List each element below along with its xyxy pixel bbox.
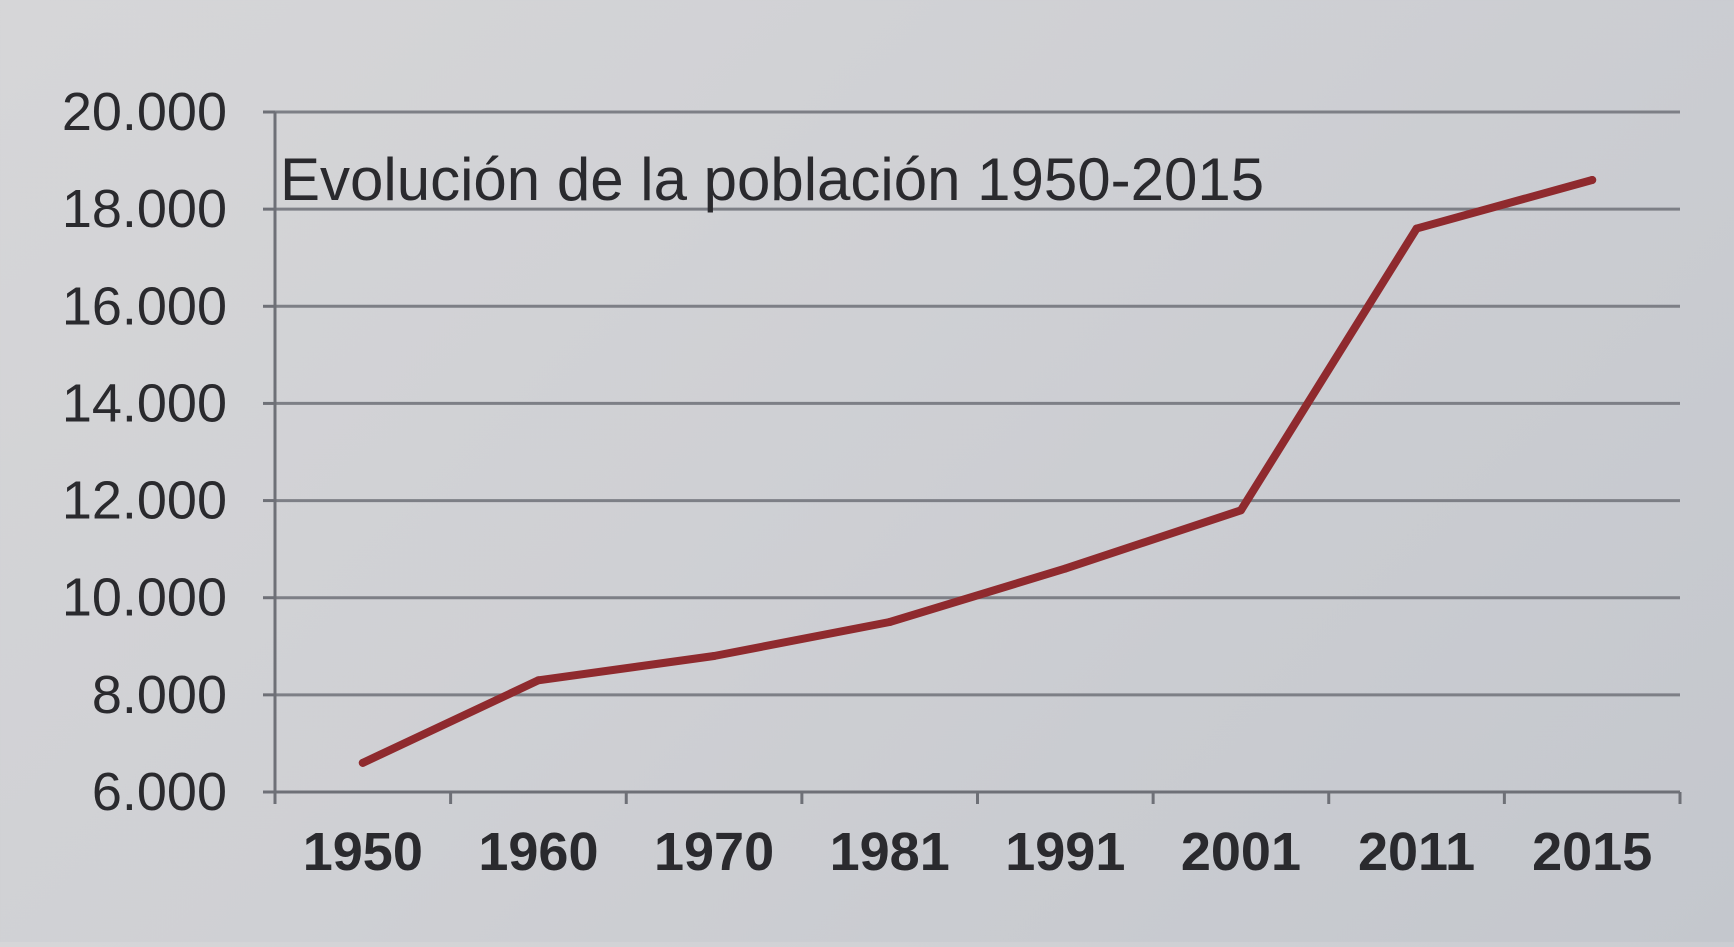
x-tick-label: 2015 xyxy=(1532,822,1652,882)
x-axis-tick-labels: 1950 1960 1970 1981 1991 2001 2011 2015 xyxy=(303,822,1653,882)
data-point xyxy=(710,652,719,660)
x-tick-label: 1981 xyxy=(830,822,950,882)
y-tick-label: 10.000 xyxy=(62,568,227,628)
data-point xyxy=(534,676,543,685)
series-line xyxy=(358,176,1597,767)
y-tick-label: 20.000 xyxy=(62,82,227,142)
axes xyxy=(263,110,1682,804)
y-tick-label: 6.000 xyxy=(92,762,227,822)
x-tick-label: 2011 xyxy=(1358,822,1475,882)
gridlines xyxy=(275,110,1680,697)
x-tick-label: 1960 xyxy=(478,822,598,882)
data-point xyxy=(1412,224,1421,233)
y-tick-label: 18.000 xyxy=(62,179,227,239)
data-point xyxy=(1236,506,1245,515)
data-point xyxy=(358,758,367,767)
chart-title: Evolución de la población 1950-2015 xyxy=(280,146,1264,213)
y-tick-label: 8.000 xyxy=(92,665,227,725)
data-point xyxy=(1588,176,1597,184)
x-tick-label: 1950 xyxy=(303,822,423,882)
y-tick-label: 16.000 xyxy=(62,276,227,336)
y-axis-tick-labels: 6.000 8.000 10.000 12.000 14.000 16.000 18.000… xyxy=(62,82,227,822)
x-tick-label: 2001 xyxy=(1181,822,1301,882)
y-tick-label: 14.000 xyxy=(62,373,227,433)
series-layer xyxy=(358,176,1597,767)
x-tick-label: 1991 xyxy=(1005,822,1125,882)
y-tick-label: 12.000 xyxy=(62,471,227,531)
data-point xyxy=(1061,564,1070,573)
x-tick-label: 1970 xyxy=(654,822,774,882)
data-point xyxy=(885,618,894,626)
